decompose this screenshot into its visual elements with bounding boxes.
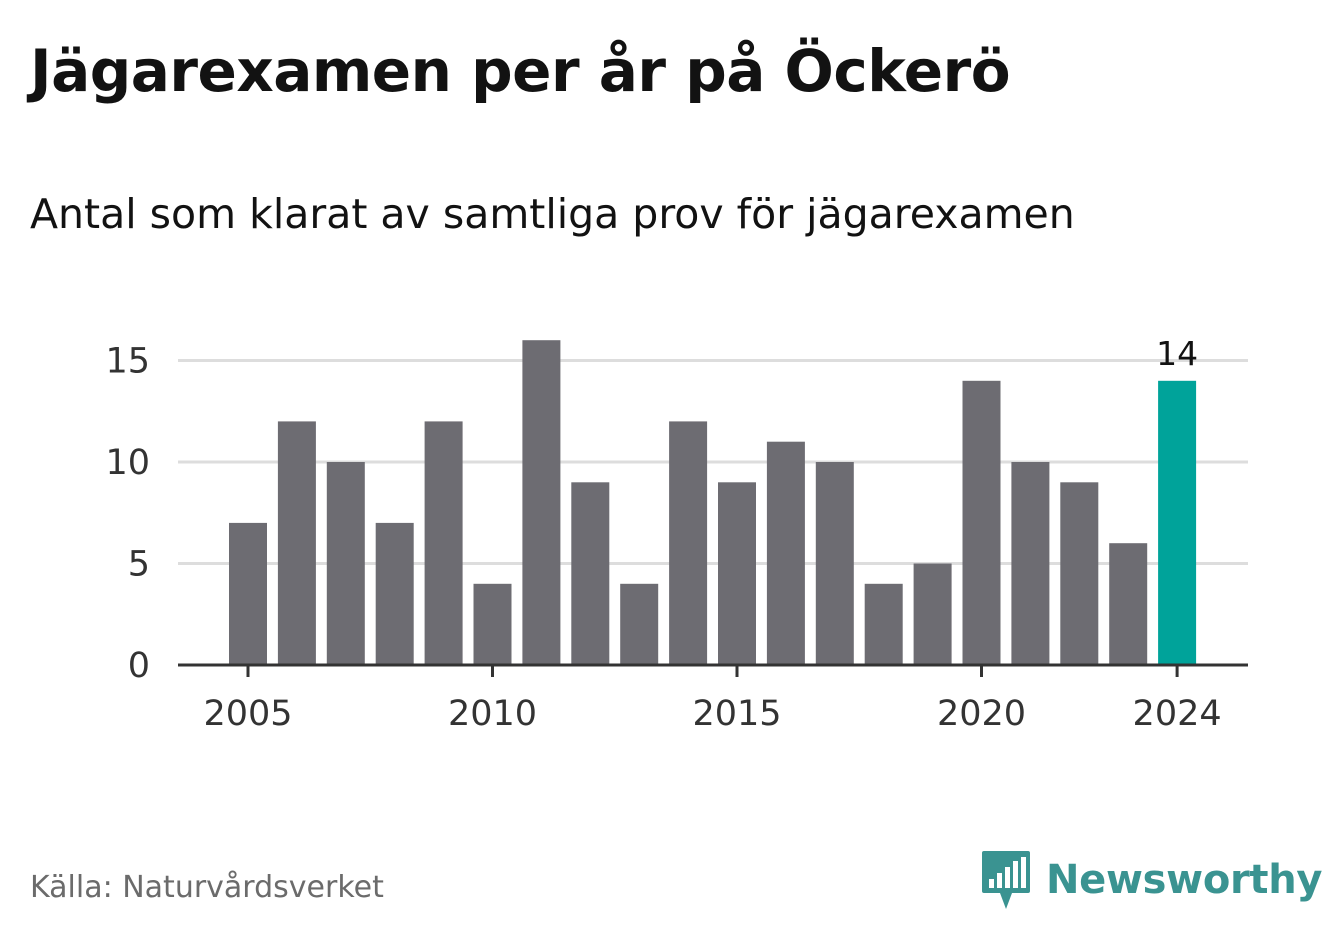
- bar: [424, 421, 463, 665]
- bars: [229, 340, 1197, 665]
- bar: [669, 421, 708, 665]
- brand-name: Newsworthy: [1046, 857, 1322, 903]
- bar: [473, 583, 512, 665]
- y-tick-label: 0: [128, 646, 150, 686]
- bar: [766, 441, 805, 665]
- bar: [375, 522, 414, 665]
- bar: [620, 583, 659, 665]
- bar: [571, 482, 610, 665]
- bar: [1011, 462, 1050, 665]
- x-tick-label: 2010: [448, 694, 537, 734]
- brand-logo: Newsworthy: [980, 848, 1322, 912]
- x-tick-label: 2015: [692, 694, 781, 734]
- bar: [1060, 482, 1099, 665]
- chart-title: Jägarexamen per år på Öckerö: [30, 37, 1011, 105]
- bar: [815, 462, 854, 665]
- bar: [1109, 543, 1148, 665]
- bar: [522, 340, 561, 665]
- bar: [229, 522, 267, 665]
- chart-subtitle: Antal som klarat av samtliga prov för jä…: [30, 190, 1075, 238]
- bar: [864, 583, 903, 665]
- data-label: 14: [1156, 334, 1198, 373]
- y-tick-label: 15: [105, 342, 150, 382]
- bar-highlight: [1158, 380, 1197, 665]
- source-note: Källa: Naturvårdsverket: [30, 870, 384, 905]
- y-tick-label: 5: [128, 545, 150, 585]
- x-tick-label: 2005: [203, 694, 292, 734]
- y-tick-label: 10: [105, 443, 150, 483]
- x-tick-label: 2024: [1133, 694, 1222, 734]
- tick-labels: 0 5 10 15 14 2005 2010 2015 2020 2024: [105, 334, 1221, 734]
- x-tick-label: 2020: [937, 694, 1026, 734]
- bar: [913, 563, 952, 665]
- bar: [326, 462, 365, 665]
- bar: [962, 380, 1001, 665]
- x-axis: [178, 663, 1248, 677]
- newsworthy-logo-icon: [982, 851, 1030, 909]
- bar: [277, 421, 316, 665]
- bar: [718, 482, 756, 665]
